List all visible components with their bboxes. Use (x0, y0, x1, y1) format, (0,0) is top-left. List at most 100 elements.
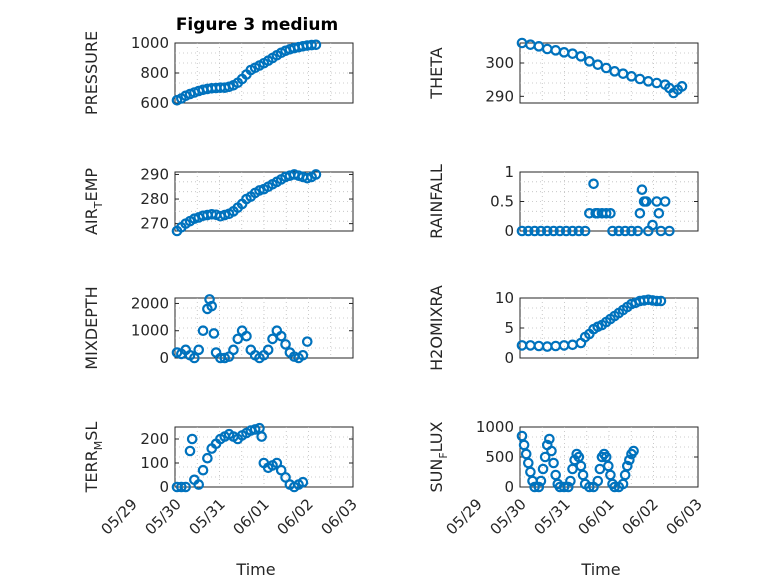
data-point (676, 81, 688, 92)
data-point (563, 481, 574, 493)
y-axis-label: AIRTEMP (82, 168, 105, 235)
data-point (634, 208, 646, 219)
subplot-1: 600 800 1000 PRESSURE (82, 31, 354, 115)
data-point (592, 59, 604, 70)
data-point (297, 349, 309, 361)
data-point (651, 295, 663, 307)
y-tick-label: 280 (140, 190, 169, 208)
x-tick-label: 05/31 (186, 495, 229, 538)
data-point (256, 431, 267, 442)
data-point (546, 445, 557, 457)
data-point (529, 225, 540, 237)
data-point (548, 457, 559, 469)
data-point (659, 196, 671, 207)
data-point (565, 475, 576, 487)
data-point (605, 208, 616, 219)
subplot-8: 0 500 1000 SUNFLUX 05/29 05/30 05/31 06/01 06/02… (427, 418, 706, 579)
data-point (241, 330, 252, 342)
data-point (306, 39, 317, 51)
x-tick-label: 06/03 (318, 495, 361, 538)
data-point (206, 300, 218, 312)
x-tick-label: 05/31 (531, 495, 574, 538)
data-point (548, 225, 559, 237)
data-point (208, 328, 220, 339)
data-point (588, 178, 599, 190)
data-point (607, 225, 618, 237)
data-point (584, 56, 595, 67)
data-point (600, 208, 612, 219)
subplot-2: 290 300 THETA (427, 37, 699, 105)
data-point (516, 225, 528, 237)
y-tick-label: 0 (504, 349, 514, 367)
subplot-4: 0 0.5 1 RAINFALL (427, 163, 699, 240)
x-tick-label: 06/02 (274, 495, 317, 538)
y-axis-label: MIXDEPTH (82, 286, 101, 369)
y-tick-label: 200 (140, 430, 169, 448)
data-point (202, 452, 213, 464)
data-point (310, 39, 322, 51)
data-point (541, 225, 553, 237)
y-axis-label: THETA (427, 47, 446, 99)
data-point (647, 219, 658, 231)
data-point (626, 225, 637, 237)
data-point (619, 225, 631, 237)
data-point (193, 479, 205, 490)
y-tick-label: 5 (504, 319, 514, 337)
y-axis-label: SUNFLUX (427, 421, 450, 492)
data-point (529, 481, 540, 493)
y-tick-label: 0 (159, 478, 169, 496)
subplot-3: 270 280 290 AIRTEMP (82, 165, 354, 237)
data-point (653, 208, 665, 219)
data-point (624, 454, 635, 466)
y-axis-label: PRESSURE (82, 31, 101, 115)
x-tick-label: 05/30 (487, 495, 530, 538)
data-point (275, 330, 287, 342)
y-tick-label: 1000 (131, 322, 169, 340)
y-tick-label: 0.5 (490, 193, 514, 211)
data-point (567, 225, 578, 237)
y-tick-label: 2000 (131, 294, 169, 312)
data-point (533, 481, 545, 493)
x-tick-label: 06/03 (663, 495, 706, 538)
data-point (297, 476, 309, 488)
data-point (613, 225, 625, 237)
y-tick-label: 1000 (476, 418, 514, 436)
data-point (554, 225, 566, 237)
x-tick-label: 06/01 (230, 495, 273, 538)
y-axis-label: TERRMSL (82, 422, 105, 494)
y-tick-label: 10 (495, 289, 514, 307)
data-point (280, 339, 291, 350)
data-point (197, 464, 209, 476)
y-axis-label: H2OMIXRA (427, 285, 446, 371)
data-point (575, 51, 587, 62)
x-tick-label: 06/01 (575, 495, 618, 538)
data-point (621, 460, 633, 472)
y-tick-label: 1000 (131, 34, 169, 52)
data-point (579, 225, 591, 237)
data-point (180, 481, 191, 493)
x-tick-label: 05/30 (142, 495, 185, 538)
y-tick-label: 0 (504, 222, 514, 240)
data-point (558, 481, 570, 493)
data-point (537, 463, 549, 475)
data-point (535, 475, 547, 487)
data-point (539, 451, 551, 463)
data-point (592, 475, 604, 487)
data-point (193, 344, 205, 356)
data-point (176, 481, 187, 493)
data-point (544, 433, 555, 445)
y-tick-label: 290 (140, 165, 169, 183)
x-axis-label: Time (235, 560, 275, 579)
x-axis-label: Time (580, 560, 620, 579)
y-tick-label: 300 (485, 54, 514, 72)
figure-title: Figure 3 medium (176, 15, 338, 35)
data-point (186, 433, 198, 445)
data-point (655, 295, 667, 307)
data-point (189, 352, 200, 364)
data-point (310, 169, 322, 180)
data-point (600, 62, 612, 74)
data-point (228, 344, 239, 356)
